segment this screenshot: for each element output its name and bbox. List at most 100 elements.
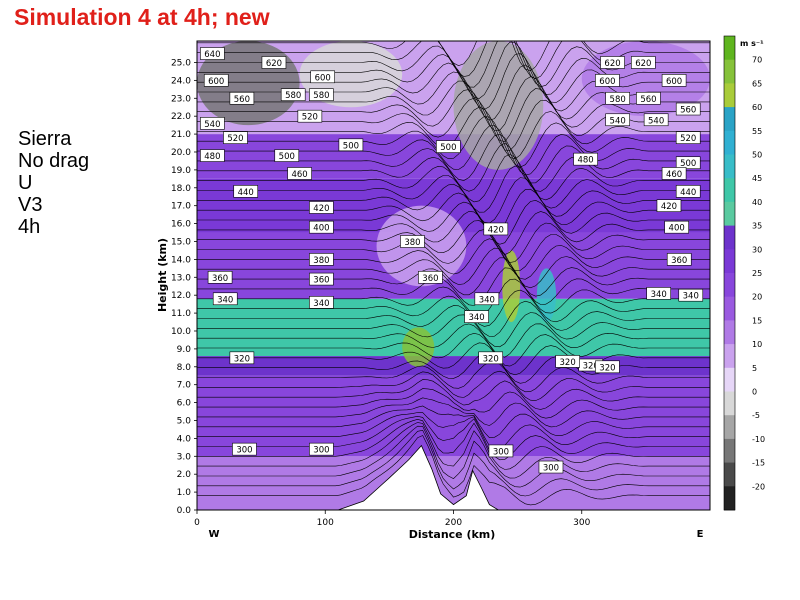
contour-label-box	[436, 140, 461, 153]
contour-label-box	[280, 88, 306, 102]
colorbar-swatch	[724, 415, 735, 440]
contour-line	[197, 220, 710, 263]
contour-line	[197, 211, 710, 255]
contour-label-box	[309, 296, 334, 309]
contour-line	[197, 116, 710, 168]
contour-label-box	[675, 156, 701, 170]
contour-label-box	[600, 56, 625, 69]
contour-line	[197, 415, 710, 461]
contour-label: 560	[640, 95, 656, 105]
contour-label: 420	[313, 204, 329, 214]
colorbar-swatch	[724, 320, 735, 345]
contour-label-box	[309, 253, 334, 266]
y-tick-label: 25.0	[171, 58, 191, 68]
colorbar-label: -10	[752, 435, 765, 444]
contour-label: 360	[422, 274, 438, 284]
wind-patch	[536, 268, 557, 323]
contour-label: 480	[577, 156, 593, 166]
slide-title: Simulation 4 at 4h; new	[14, 4, 270, 30]
y-tick-label: 9.0	[177, 345, 192, 355]
y-tick-label: 10.0	[171, 327, 191, 337]
contour-label-box	[675, 102, 701, 116]
contour-line	[197, 41, 710, 80]
contour-label: 500	[680, 159, 696, 169]
contour-label-box	[646, 287, 672, 300]
colorbar-label: 65	[752, 79, 762, 88]
side-note: 4h	[18, 216, 41, 238]
contour-label: 540	[648, 116, 664, 126]
colorbar-swatch	[724, 107, 735, 132]
terrain	[197, 444, 710, 510]
contour-label: 540	[204, 120, 220, 130]
contour-label-box	[464, 310, 489, 323]
contour-label: 640	[204, 50, 220, 60]
contour-label-box	[297, 109, 323, 123]
colorbar-swatch	[724, 462, 735, 487]
side-note: U	[18, 172, 33, 194]
y-tick-label: 24.0	[171, 76, 191, 86]
colorbar-label: 40	[752, 198, 762, 207]
contour-line	[197, 425, 710, 488]
contour-label-box	[631, 56, 656, 69]
contour-label-box	[675, 131, 701, 144]
side-notes: Sierra No drag U V3 4h	[18, 128, 89, 238]
contour-line	[197, 88, 710, 142]
contour-line	[197, 388, 710, 419]
contour-label-box	[664, 220, 689, 234]
contour-line	[197, 238, 710, 280]
contour-label-box	[605, 91, 630, 105]
contour-label: 340	[217, 295, 233, 305]
contour-label: 600	[315, 73, 331, 83]
contour-label: 480	[204, 152, 220, 162]
contour-label: 320	[483, 354, 499, 364]
contour-label: 340	[651, 290, 667, 300]
contour-line	[197, 342, 710, 376]
contour-label-box	[309, 272, 334, 286]
wind-band	[197, 456, 710, 510]
contour-label: 520	[227, 134, 243, 144]
contour-label: 320	[583, 362, 599, 372]
contour-label-box	[203, 74, 229, 87]
contour-label-box	[261, 56, 287, 69]
x-tick-label: 300	[573, 518, 590, 528]
contour-label-box	[232, 442, 257, 456]
colorbar-swatch	[724, 83, 735, 108]
contour-label-box	[418, 270, 443, 284]
y-tick-label: 18.0	[171, 184, 191, 194]
contour-label: 300	[493, 447, 509, 457]
colorbar-label: 35	[752, 222, 762, 231]
contour-label-box	[338, 138, 364, 152]
contour-label-box	[488, 444, 514, 458]
y-tick-label: 6.0	[177, 399, 192, 409]
contour-label: 500	[279, 152, 295, 162]
contour-label: 440	[238, 188, 254, 198]
x-axis: 0 100 200 300	[194, 510, 591, 528]
contour-line	[197, 429, 710, 497]
colorbar-swatch	[724, 273, 735, 298]
colorbar-swatch	[724, 438, 735, 463]
colorbar-label: 70	[752, 56, 762, 65]
contour-label: 400	[669, 224, 685, 234]
contour-label: 360	[212, 274, 228, 284]
contour-line	[197, 199, 710, 245]
contour-line	[197, 435, 710, 506]
y-tick-label: 12.0	[171, 291, 191, 301]
contour-label-box	[643, 113, 669, 127]
colorbar-label: -15	[752, 459, 765, 468]
contour-label: 320	[599, 363, 615, 373]
colorbar-swatch	[724, 154, 735, 179]
contour-label-box	[223, 131, 248, 144]
contour-label: 380	[313, 256, 329, 266]
contour-label: 540	[610, 116, 626, 126]
contour-line	[197, 405, 710, 439]
contour-label-box	[287, 167, 312, 180]
colorbar-swatch	[724, 296, 735, 321]
contour-label: 380	[404, 238, 420, 248]
contour-label-box	[573, 152, 598, 166]
y-tick-label: 3.0	[177, 452, 192, 462]
contour-label-box	[233, 185, 259, 198]
colorbar-frame	[723, 35, 736, 511]
